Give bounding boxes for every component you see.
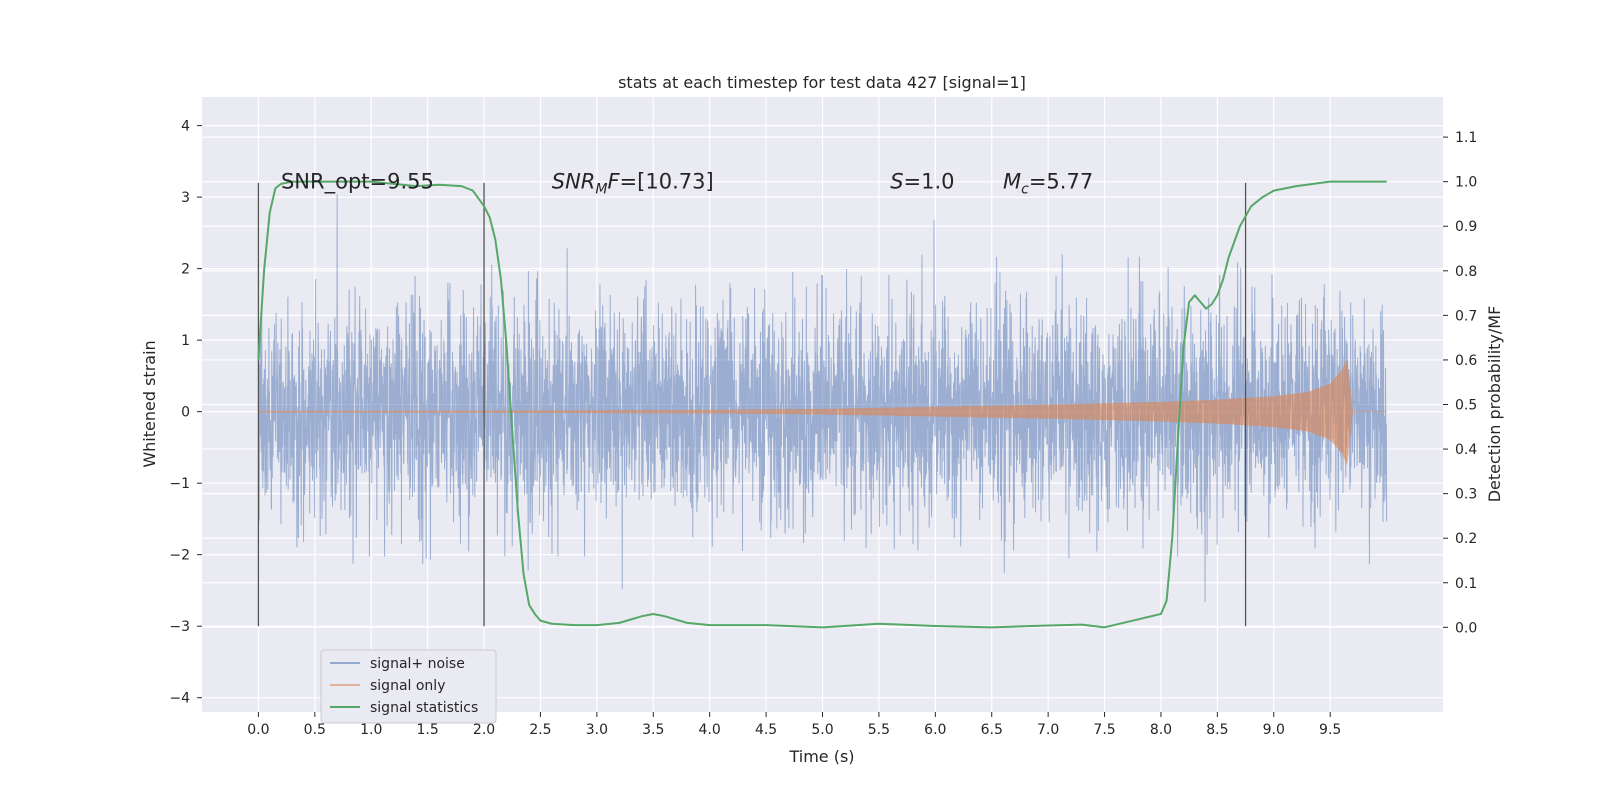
y-tick-label-right: 1.1 — [1455, 130, 1477, 146]
x-tick-label: 4.5 — [755, 722, 777, 738]
y-tick-label-left: −2 — [169, 548, 190, 564]
y-tick-label-right: 1.0 — [1455, 175, 1477, 191]
series-signal-noise — [257, 194, 1388, 603]
x-tick-label: 5.0 — [811, 722, 833, 738]
x-tick-label: 1.0 — [360, 722, 382, 738]
legend-box — [320, 649, 497, 724]
y-tick-label-right: 0.1 — [1455, 576, 1477, 592]
x-tick-label: 3.0 — [586, 722, 608, 738]
x-tick-label: 9.5 — [1319, 722, 1341, 738]
legend-label-signal-only: signal only — [370, 678, 445, 694]
x-tick-label: 2.5 — [529, 722, 551, 738]
chart-title: stats at each timestep for test data 427… — [618, 73, 1026, 92]
y-tick-label-left: 2 — [181, 262, 190, 278]
y-tick-label-left: −4 — [169, 691, 190, 707]
annotation-3: Mc=5.77 — [1003, 169, 1093, 197]
legend-label-signal-noise: signal+ noise — [370, 656, 465, 672]
annotation-layer: SNR_opt=9.55 SNRMF=[10.73] S=1.0 Mc=5.77 — [281, 169, 1093, 197]
x-axis-title: Time (s) — [788, 747, 854, 766]
x-tick-label: 3.5 — [642, 722, 664, 738]
tick-layer: 0.0 0.5 1.0 1.5 2.0 2.5 3.0 3.5 4.0 4.5 5.0 5.5 6.0 6… — [169, 119, 1477, 738]
y-tick-label-right: 0.7 — [1455, 308, 1477, 324]
y-axis-title-left: Whitened strain — [140, 340, 159, 467]
y-tick-label-left: −3 — [169, 619, 190, 635]
annotation-0: SNR_opt=9.55 — [281, 169, 434, 194]
x-tick-label: 2.0 — [473, 722, 495, 738]
y-tick-label-right: 0.3 — [1455, 487, 1477, 503]
x-tick-label: 5.5 — [868, 722, 890, 738]
legend-label-signal-statistics: signal statistics — [370, 700, 478, 716]
x-tick-label: 9.0 — [1263, 722, 1285, 738]
x-tick-label: 6.5 — [981, 722, 1003, 738]
x-tick-label: 0.5 — [304, 722, 326, 738]
x-tick-label: 8.0 — [1150, 722, 1172, 738]
y-tick-label-right: 0.5 — [1455, 398, 1477, 414]
data-layer — [257, 180, 1388, 629]
y-tick-label-right: 0.9 — [1455, 219, 1477, 235]
x-tick-label: 8.5 — [1206, 722, 1228, 738]
y-tick-label-left: 3 — [181, 190, 190, 206]
y-tick-label-right: 0.6 — [1455, 353, 1477, 369]
annotation-1: SNRMF=[10.73] — [552, 169, 714, 197]
x-tick-label: 0.0 — [247, 722, 269, 738]
y-tick-label-right: 0.2 — [1455, 531, 1477, 547]
x-tick-label: 7.0 — [1037, 722, 1059, 738]
y-tick-label-left: 1 — [181, 333, 190, 349]
x-tick-label: 1.5 — [417, 722, 439, 738]
series-signal-only — [258, 359, 1387, 465]
x-tick-label: 7.5 — [1093, 722, 1115, 738]
y-tick-label-left: 0 — [181, 405, 190, 421]
y-axis-title-right: Detection probability/MF — [1485, 306, 1504, 503]
y-tick-label-right: 0.8 — [1455, 264, 1477, 280]
x-tick-label: 6.0 — [924, 722, 946, 738]
annotation-2: S=1.0 — [890, 169, 954, 193]
y-tick-label-left: 4 — [181, 119, 190, 135]
y-tick-label-right: 0.0 — [1455, 620, 1477, 636]
y-tick-label-left: −1 — [169, 476, 190, 492]
legend: signal+ noise signal only signal statist… — [320, 649, 497, 724]
x-tick-label: 4.0 — [699, 722, 721, 738]
series-signal-statistics — [257, 180, 1387, 629]
y-tick-label-right: 0.4 — [1455, 442, 1477, 458]
